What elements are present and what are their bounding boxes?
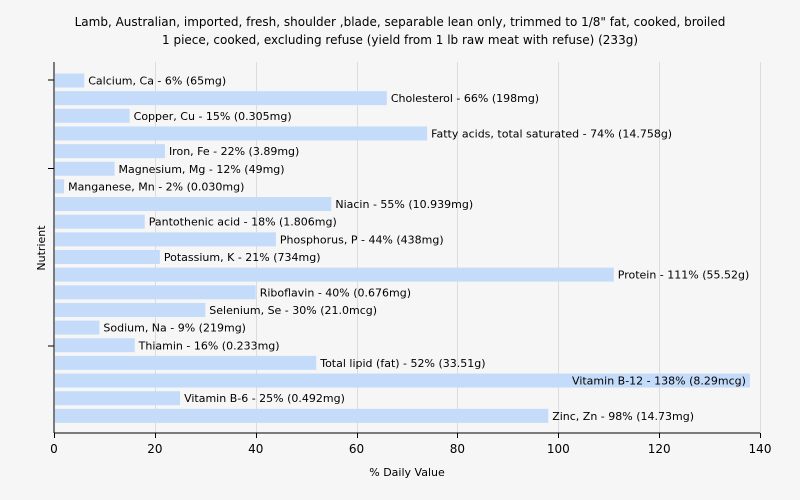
bar: [55, 232, 276, 247]
x-tick-label: 40: [248, 442, 263, 456]
x-tick-label: 140: [749, 442, 772, 456]
bar: [55, 408, 549, 423]
x-tick-label: 20: [147, 442, 162, 456]
bar-label: Zinc, Zn - 98% (14.73mg): [552, 410, 694, 423]
chart-title-line1: Lamb, Australian, imported, fresh, shoul…: [75, 15, 726, 29]
bar: [55, 91, 387, 106]
bar-label: Fatty acids, total saturated - 74% (14.7…: [431, 127, 672, 140]
bar: [55, 285, 256, 300]
bar-label: Vitamin B-12 - 138% (8.29mcg): [572, 375, 746, 388]
bar-label: Sodium, Na - 9% (219mg): [103, 322, 246, 335]
x-tick-label: 100: [547, 442, 570, 456]
bar: [55, 161, 115, 176]
bar: [55, 108, 130, 123]
bar: [55, 197, 332, 212]
y-axis-label: Nutrient: [35, 225, 48, 271]
bar: [55, 373, 750, 388]
bar: [55, 338, 135, 353]
grid-layer: [155, 62, 761, 433]
bar: [55, 179, 65, 194]
bar: [55, 302, 206, 317]
bar-label: Magnesium, Mg - 12% (49mg): [119, 163, 285, 176]
bar-label: Copper, Cu - 15% (0.305mg): [134, 110, 292, 123]
bar-label: Selenium, Se - 30% (21.0mcg): [209, 304, 377, 317]
label-layer: Calcium, Ca - 6% (65mg) Cholesterol - 66%…: [68, 75, 749, 423]
bar-label: Riboflavin - 40% (0.676mg): [260, 286, 411, 299]
bar: [55, 73, 85, 88]
bar: [55, 320, 100, 335]
x-tick-label: 0: [50, 442, 58, 456]
axis-layer: 0 20 40 60 80 100 120 140: [48, 62, 771, 456]
bar: [55, 250, 160, 264]
x-tick-label: 80: [450, 442, 465, 456]
bar-label: Cholesterol - 66% (198mg): [391, 92, 539, 105]
x-tick-label: 120: [648, 442, 671, 456]
x-axis-label: % Daily Value: [369, 466, 445, 479]
bar-label: Vitamin B-6 - 25% (0.492mg): [184, 392, 345, 405]
bar: [55, 355, 317, 370]
bar-label: Total lipid (fat) - 52% (33.51g): [319, 357, 485, 370]
bar-layer: [55, 73, 750, 423]
bar: [55, 126, 428, 141]
bar-label: Niacin - 55% (10.939mg): [335, 198, 473, 211]
x-tick-label: 60: [349, 442, 364, 456]
bar-label: Potassium, K - 21% (734mg): [164, 251, 321, 264]
bar-label: Phosphorus, P - 44% (438mg): [280, 233, 444, 246]
bar-label: Iron, Fe - 22% (3.89mg): [169, 145, 299, 158]
bar-label: Calcium, Ca - 6% (65mg): [88, 75, 226, 88]
bar: [55, 391, 181, 406]
bar: [55, 267, 614, 282]
bar-label: Manganese, Mn - 2% (0.030mg): [68, 180, 244, 193]
bar-label: Thiamin - 16% (0.233mg): [138, 339, 280, 352]
chart-title-line2: 1 piece, cooked, excluding refuse (yield…: [162, 33, 638, 47]
bar-label: Protein - 111% (55.52g): [618, 269, 750, 282]
bar-label: Pantothenic acid - 18% (1.806mg): [149, 216, 337, 229]
bar: [55, 144, 165, 159]
bar: [55, 214, 145, 229]
